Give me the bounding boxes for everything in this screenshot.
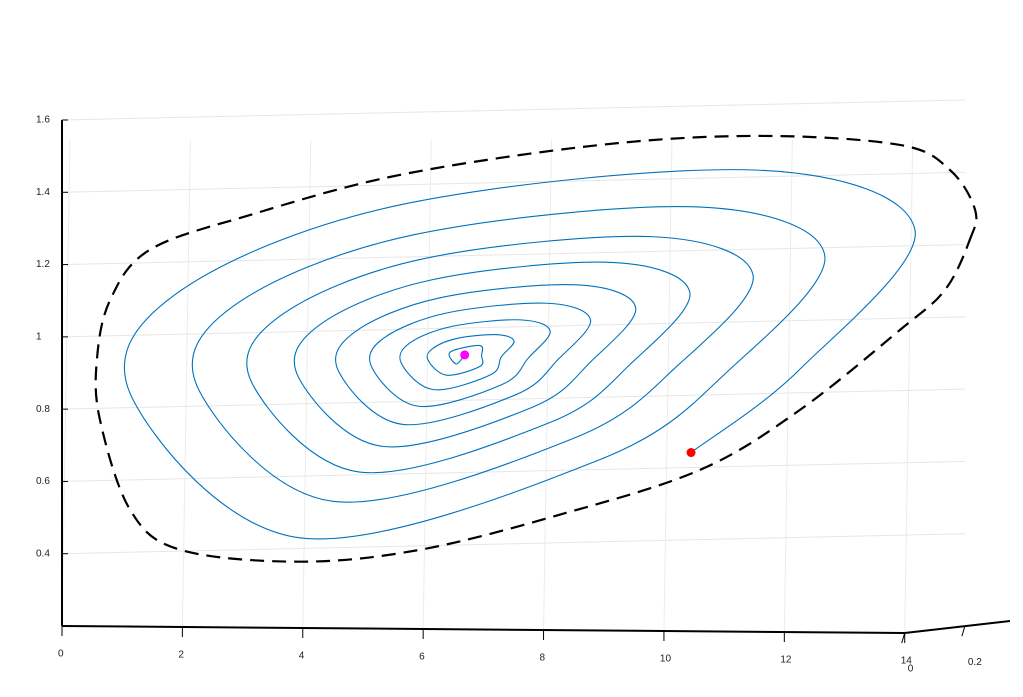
grid-line	[61, 388, 966, 410]
grid-line	[181, 139, 191, 628]
z-tick-label: 0	[908, 664, 914, 675]
y-tick-label: 0.8	[36, 404, 50, 415]
grid-line	[61, 316, 966, 338]
y-tick-label: 1.4	[36, 187, 50, 198]
x-tick-label: 0	[58, 649, 64, 660]
y-tick-label: 1.6	[36, 115, 50, 126]
grid-line	[422, 139, 432, 630]
grid-line	[61, 244, 966, 266]
grid	[61, 99, 966, 634]
z-tick-label: 0.2	[968, 657, 982, 668]
x-tick-label: 12	[780, 655, 792, 666]
x-tick-label: 6	[419, 652, 425, 663]
point-marker	[460, 350, 470, 360]
z-tick	[961, 625, 966, 637]
x-tick-label: 10	[660, 654, 672, 665]
grid-line	[783, 139, 793, 633]
grid-line	[302, 139, 312, 629]
x-axis	[61, 625, 905, 634]
z-tick	[901, 632, 906, 644]
plot-area	[94, 134, 978, 563]
grid-line	[904, 139, 914, 634]
z-axis	[904, 620, 1011, 634]
grid-line	[61, 533, 966, 555]
x-tick-label: 4	[299, 651, 305, 662]
limit-cycle	[94, 134, 978, 563]
y-tick-label: 1.2	[36, 259, 50, 270]
grid-line	[663, 139, 673, 632]
grid-line	[543, 139, 553, 631]
y-tick-label: 0.4	[36, 548, 50, 559]
x-tick-label: 14	[901, 656, 913, 667]
grid-line	[61, 99, 966, 121]
grid-line	[61, 171, 966, 193]
x-tick-label: 2	[178, 650, 184, 661]
grid-line	[61, 460, 966, 482]
x-tick-label: 8	[540, 653, 546, 664]
y-tick-label: 1	[36, 331, 42, 342]
y-tick-label: 0.6	[36, 476, 50, 487]
point-marker	[686, 448, 696, 458]
grid-line	[61, 139, 71, 627]
trajectory	[123, 169, 916, 540]
